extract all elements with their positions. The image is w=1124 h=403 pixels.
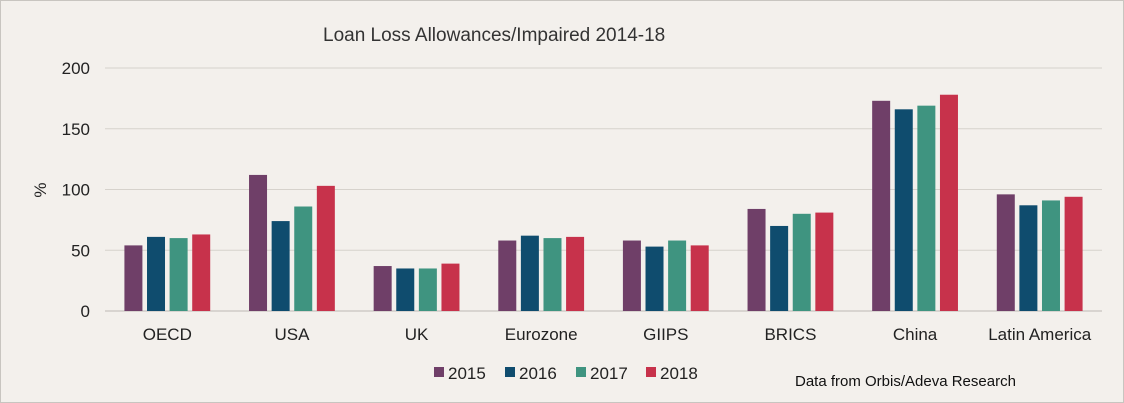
bar-china-2015 (872, 100, 891, 312)
legend-label-2018: 2018 (660, 364, 698, 383)
bar-latin-america-2015 (996, 194, 1015, 311)
bar-oecd-2016 (147, 236, 166, 311)
bar-latin-america-2016 (1019, 205, 1038, 311)
bar-china-2018 (939, 94, 958, 311)
x-tick-label: USA (274, 325, 310, 344)
bar-oecd-2015 (124, 245, 143, 311)
bar-eurozone-2017 (543, 238, 562, 311)
bar-giips-2016 (645, 246, 664, 311)
bar-giips-2018 (690, 245, 709, 311)
bar-brics-2018 (815, 212, 834, 311)
x-tick-label: UK (405, 325, 429, 344)
source-note: Data from Orbis/Adeva Research (795, 373, 1016, 390)
x-tick-label: Latin America (988, 325, 1092, 344)
x-tick-label: Eurozone (505, 325, 578, 344)
chart-title: Loan Loss Allowances/Impaired 2014-18 (323, 25, 666, 46)
x-tick-label: GIIPS (643, 325, 688, 344)
bar-uk-2015 (373, 266, 392, 311)
legend-swatch-2016 (505, 367, 515, 377)
y-tick-label: 100 (62, 181, 90, 200)
bar-usa-2016 (271, 221, 290, 311)
bar-uk-2018 (441, 263, 460, 311)
bar-oecd-2018 (192, 234, 211, 311)
bar-usa-2018 (316, 185, 335, 311)
bar-usa-2017 (294, 206, 313, 311)
y-tick-label: 50 (71, 241, 90, 260)
legend-swatch-2017 (576, 367, 586, 377)
legend-label-2017: 2017 (590, 364, 628, 383)
x-tick-label: OECD (143, 325, 192, 344)
bar-eurozone-2016 (520, 235, 539, 311)
y-axis-label: % (31, 182, 50, 197)
legend-label-2016: 2016 (519, 364, 557, 383)
bar-brics-2015 (747, 208, 766, 311)
bar-latin-america-2018 (1064, 196, 1083, 311)
legend-label-2015: 2015 (448, 364, 486, 383)
x-tick-label: BRICS (764, 325, 816, 344)
bar-eurozone-2015 (498, 240, 517, 311)
bar-giips-2015 (622, 240, 641, 311)
bar-brics-2017 (792, 213, 811, 311)
x-tick-label: China (893, 325, 938, 344)
y-tick-label: 0 (81, 302, 90, 321)
bar-uk-2017 (418, 268, 437, 311)
y-tick-label: 150 (62, 120, 90, 139)
bar-latin-america-2017 (1041, 200, 1060, 311)
bar-china-2016 (894, 109, 913, 311)
bar-usa-2015 (249, 174, 268, 311)
legend-swatch-2018 (646, 367, 656, 377)
bar-eurozone-2018 (566, 236, 585, 311)
bar-giips-2017 (668, 240, 687, 311)
bar-uk-2016 (396, 268, 415, 311)
legend-swatch-2015 (434, 367, 444, 377)
y-tick-label: 200 (62, 59, 90, 78)
bar-oecd-2017 (169, 238, 188, 311)
bar-brics-2016 (770, 225, 789, 311)
bar-china-2017 (917, 105, 936, 311)
